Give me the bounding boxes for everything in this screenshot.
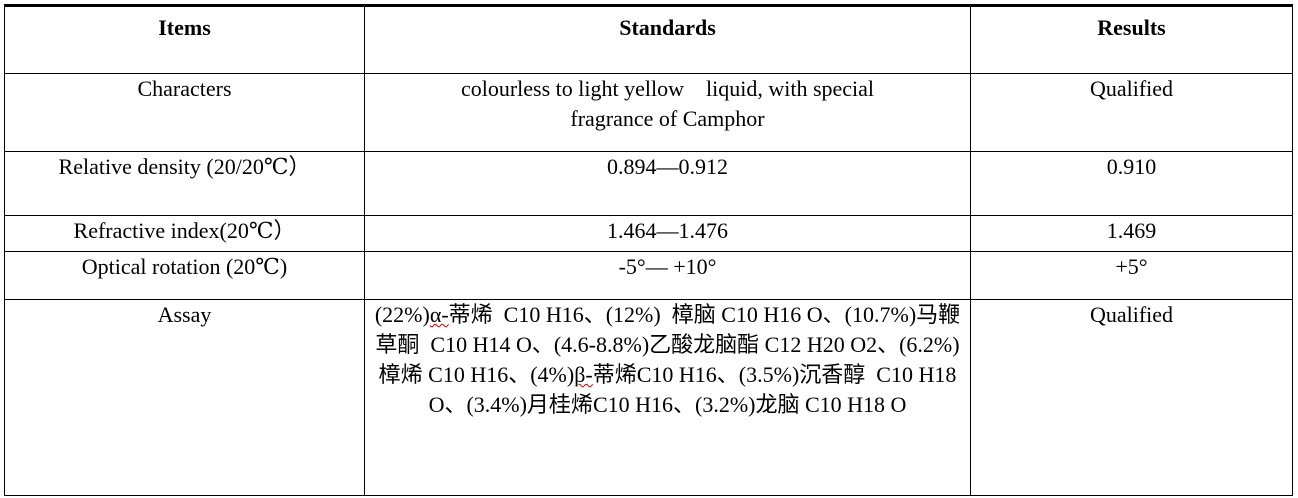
- row-refractive-index: Refractive index(20℃） 1.464—1.476 1.469: [4, 215, 1293, 252]
- standard-characters-line2: fragrance of Camphor: [570, 106, 765, 131]
- result-assay: Qualified: [970, 299, 1293, 496]
- assay-text-beta: β-: [574, 362, 593, 387]
- header-row: Items Standards Results: [4, 4, 1293, 74]
- header-standards: Standards: [364, 4, 971, 74]
- standard-relative-density: 0.894—0.912: [364, 151, 971, 216]
- standard-assay: (22%)α-蒂烯 C10 H16、(12%) 樟脑 C10 H16 O、(10…: [364, 299, 971, 496]
- assay-text-6: C10 H16、(3.5%)沉香醇 C10 H18 O、(3.4%)月桂烯: [428, 362, 957, 417]
- standard-characters: colourless to light yellow liquid, with …: [364, 73, 971, 152]
- row-characters: Characters colourless to light yellow li…: [4, 73, 1293, 152]
- item-relative-density: Relative density (20/20℃）: [4, 151, 365, 216]
- standard-optical-rotation: -5°— +10°: [364, 251, 971, 300]
- row-relative-density: Relative density (20/20℃） 0.894—0.912 0.…: [4, 151, 1293, 216]
- assay-text-2: 蒂烯 C10 H16、(12%) 樟脑 C10 H16 O、: [448, 302, 845, 327]
- row-assay: Assay (22%)α-蒂烯 C10 H16、(12%) 樟脑 C10 H16…: [4, 299, 1293, 496]
- header-items: Items: [4, 4, 365, 74]
- result-refractive-index: 1.469: [970, 215, 1293, 252]
- assay-text-5: 蒂烯: [592, 362, 637, 387]
- assay-text-7: C10 H16、(3.2%)龙脑 C10 H18 O: [592, 392, 907, 417]
- standard-refractive-index: 1.464—1.476: [364, 215, 971, 252]
- assay-text-1: (22%): [374, 302, 430, 327]
- item-refractive-index: Refractive index(20℃）: [4, 215, 365, 252]
- result-optical-rotation: +5°: [970, 251, 1293, 300]
- row-optical-rotation: Optical rotation (20℃) -5°— +10° +5°: [4, 251, 1293, 300]
- result-characters: Qualified: [970, 73, 1293, 152]
- assay-text-4: 酯 C12 H20 O2、(6.2%)樟烯 C10 H16、(4%): [378, 332, 960, 387]
- header-results: Results: [970, 4, 1293, 74]
- assay-text-alpha: α-: [429, 302, 449, 327]
- specification-table: Items Standards Results Characters colou…: [4, 4, 1293, 496]
- item-assay: Assay: [4, 299, 365, 496]
- standard-characters-line1: colourless to light yellow liquid, with …: [460, 76, 875, 101]
- item-characters: Characters: [4, 73, 365, 152]
- result-relative-density: 0.910: [970, 151, 1293, 216]
- assay-text-3: (10.7%)马鞭草酮 C10 H14 O、(4.6-8.8%)乙酸龙脑: [375, 302, 961, 357]
- item-optical-rotation: Optical rotation (20℃): [4, 251, 365, 300]
